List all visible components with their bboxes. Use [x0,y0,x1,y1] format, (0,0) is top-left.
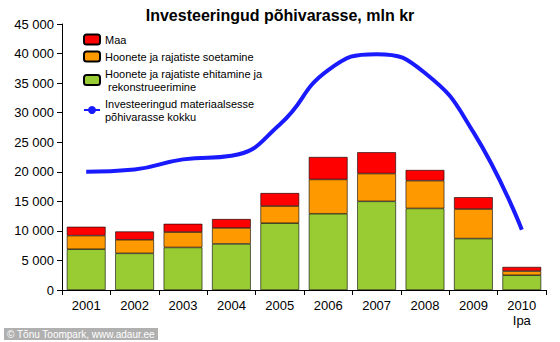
svg-text:25 000: 25 000 [14,135,54,150]
svg-text:2007: 2007 [362,298,391,313]
svg-text:2010: 2010 [507,298,536,313]
svg-text:20 000: 20 000 [14,164,54,179]
svg-text:45 000: 45 000 [14,17,54,32]
svg-text:2004: 2004 [217,298,246,313]
svg-text:30 000: 30 000 [14,105,54,120]
svg-text:Maa: Maa [105,34,127,46]
svg-text:Investeeringud materiaalsesse: Investeeringud materiaalsesse [105,98,257,110]
svg-text:0: 0 [47,283,54,298]
svg-text:põhivarasse kokku: põhivarasse kokku [105,111,196,123]
svg-text:Investeeringud põhivarasse, ml: Investeeringud põhivarasse, mln kr [146,7,415,24]
svg-text:2008: 2008 [411,298,440,313]
svg-text:Ipa: Ipa [513,313,532,328]
svg-text:© Tõnu Toompark, www.adaur.ee: © Tõnu Toompark, www.adaur.ee [7,329,155,340]
svg-text:rekonstrueerimine: rekonstrueerimine [105,81,196,93]
svg-text:Hoonete ja rajatiste ehitamine: Hoonete ja rajatiste ehitamine ja [105,68,263,80]
svg-text:2009: 2009 [459,298,488,313]
svg-text:15 000: 15 000 [14,194,54,209]
svg-text:2001: 2001 [72,298,101,313]
svg-text:2006: 2006 [314,298,343,313]
svg-text:2005: 2005 [265,298,294,313]
svg-text:10 000: 10 000 [14,223,54,238]
svg-text:5 000: 5 000 [21,253,54,268]
svg-text:Hoonete ja rajatiste soetamine: Hoonete ja rajatiste soetamine [105,51,254,63]
svg-text:35 000: 35 000 [14,76,54,91]
svg-text:2002: 2002 [120,298,149,313]
svg-text:40 000: 40 000 [14,46,54,61]
svg-text:2003: 2003 [169,298,198,313]
